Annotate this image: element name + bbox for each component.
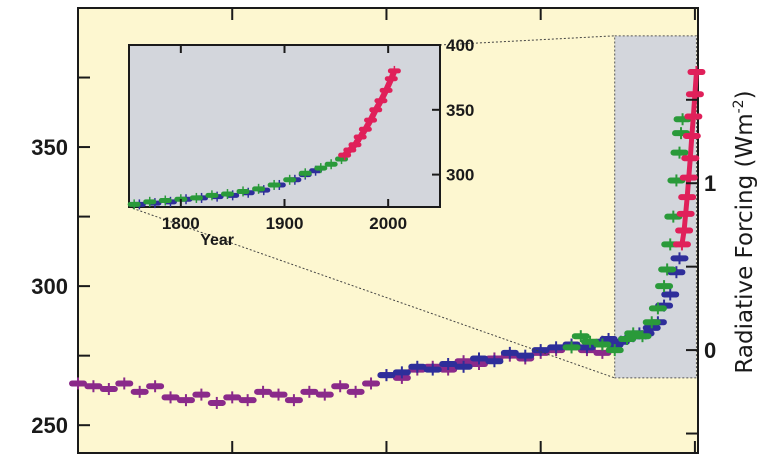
- right-axis-title: Radiative Forcing (Wm-2): [731, 90, 758, 373]
- right-tick-label: 1: [704, 171, 716, 196]
- inset-x-label: Year: [200, 232, 234, 249]
- y-tick-label: 350: [31, 135, 68, 160]
- connector-line: [128, 206, 615, 379]
- inset-y-tick-label: 300: [446, 166, 474, 185]
- inset-y-tick-label: 400: [446, 36, 474, 55]
- inset-y-tick-label: 350: [446, 101, 474, 120]
- right-axis-title-close: ): [732, 90, 758, 99]
- connector-line: [439, 35, 615, 46]
- inset-x-tick-label: 1900: [266, 214, 304, 233]
- right-axis-title-text: Radiative Forcing (Wm: [732, 113, 758, 373]
- y-tick-label: 250: [31, 413, 68, 438]
- y-tick-label: 300: [31, 274, 68, 299]
- main-plot: [69, 35, 706, 409]
- right-tick-label: 0: [704, 338, 716, 363]
- inset-x-tick-label: 1800: [162, 214, 200, 233]
- series-line: [679, 71, 699, 245]
- inset-plot: 1800 1900 2000 Year 300 350 400: [127, 35, 615, 379]
- axis-ticks: 250 300 350 0 1: [31, 8, 716, 453]
- inset-x-tick-label: 2000: [369, 214, 407, 233]
- right-axis-title-superscript: -2: [731, 99, 747, 113]
